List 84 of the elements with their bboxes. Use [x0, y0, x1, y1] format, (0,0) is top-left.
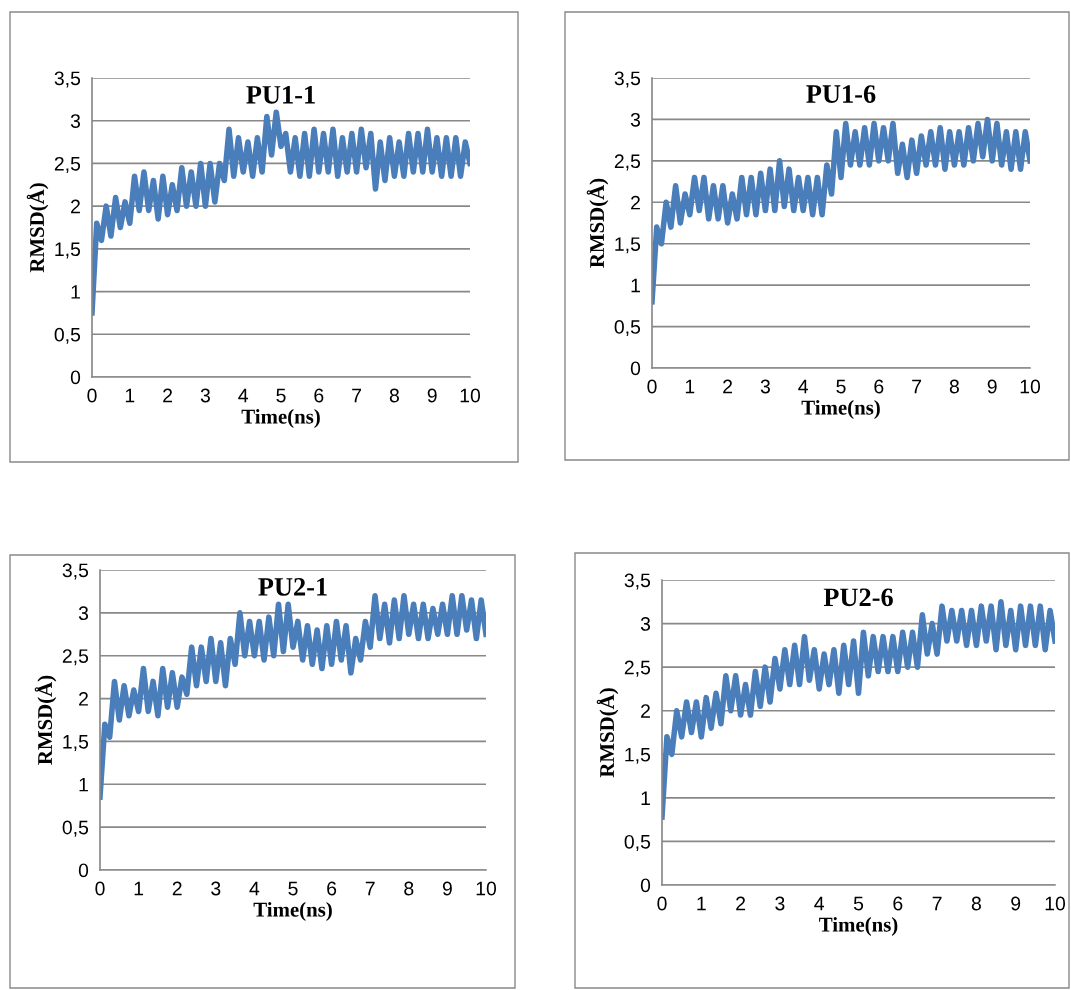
y-axis-title: RMSD(Å)	[26, 183, 49, 273]
y-tick-label: 1	[631, 278, 640, 293]
x-tick-label: 0	[657, 896, 667, 911]
x-tick-label: 6	[327, 881, 337, 896]
y-tick-label: 2	[79, 692, 88, 706]
chart-title: PU2-1	[258, 578, 327, 596]
x-tick-label: 9	[427, 388, 437, 403]
y-tick-label: 1	[71, 285, 80, 299]
x-tick-label: 7	[932, 896, 942, 911]
x-tick-label: 10	[476, 881, 497, 896]
x-tick-label: 7	[352, 388, 362, 403]
y-tick-label: 3	[78, 606, 89, 621]
y-tick-label: 3,5	[54, 71, 81, 88]
y-tick-label: 1	[79, 777, 88, 792]
x-tick-label: 2	[736, 896, 746, 911]
x-tick-label: 4	[238, 388, 249, 403]
x-tick-label: 1	[685, 379, 695, 394]
x-tick-label: 8	[404, 881, 414, 896]
x-tick-label: 4	[798, 379, 809, 394]
x-tick-label: 5	[276, 388, 286, 403]
x-tick-label: 3	[760, 379, 770, 394]
x-tick-label: 9	[442, 881, 452, 896]
x-tick-label: 5	[288, 881, 298, 896]
y-tick-label: 2	[641, 704, 650, 718]
y-tick-label: 0	[78, 863, 89, 878]
y-axis-title: RMSD(Å)	[34, 675, 57, 765]
x-axis-title: Time(ns)	[253, 902, 332, 921]
x-tick-label: 4	[814, 896, 825, 911]
y-tick-label: 2,5	[62, 649, 89, 666]
y-tick-label: 3	[630, 112, 641, 127]
y-tick-label: 1,5	[625, 747, 651, 764]
y-tick-label: 0,5	[614, 320, 641, 337]
x-tick-label: 5	[853, 896, 864, 911]
x-tick-label: 8	[971, 896, 981, 911]
x-tick-label: 8	[949, 379, 959, 394]
y-tick-label: 0,5	[62, 820, 89, 837]
x-axis-title: Time(ns)	[819, 917, 898, 936]
x-tick-label: 1	[697, 896, 706, 911]
y-tick-label: 2	[631, 195, 640, 210]
chart-title: PU2-6	[823, 588, 893, 607]
y-tick-label: 3	[70, 114, 81, 128]
x-tick-label: 6	[893, 896, 903, 911]
x-tick-label: 8	[389, 388, 399, 403]
y-tick-label: 2,5	[54, 156, 81, 173]
x-tick-label: 6	[314, 388, 324, 403]
y-tick-label: 2,5	[614, 154, 641, 171]
y-tick-label: 2	[71, 199, 80, 214]
x-tick-label: 9	[1011, 896, 1021, 911]
y-tick-label: 1,5	[615, 237, 641, 254]
chart-title: PU1-6	[806, 85, 876, 103]
x-tick-label: 0	[95, 881, 105, 896]
y-tick-label: 2,5	[624, 660, 651, 677]
x-tick-label: 3	[775, 896, 785, 911]
x-tick-label: 1	[125, 388, 135, 403]
x-tick-label: 2	[172, 881, 182, 896]
y-axis-title: RMSD(Å)	[586, 178, 609, 268]
y-tick-label: 0,5	[54, 327, 81, 344]
chart-title: PU1-1	[246, 85, 315, 104]
x-tick-label: 3	[200, 388, 210, 403]
x-tick-label: 10	[460, 388, 481, 403]
x-tick-label: 7	[365, 881, 375, 896]
y-tick-label: 0,5	[624, 834, 651, 851]
x-tick-label: 4	[249, 881, 260, 896]
x-tick-label: 2	[163, 388, 173, 403]
x-tick-label: 3	[211, 881, 221, 896]
x-tick-label: 9	[987, 379, 997, 394]
y-tick-label: 1	[641, 791, 650, 805]
y-tick-label: 3	[640, 617, 651, 631]
x-tick-label: 5	[836, 379, 846, 394]
x-tick-label: 10	[1045, 896, 1066, 911]
x-tick-label: 1	[134, 881, 144, 896]
y-tick-label: 3,5	[624, 573, 651, 590]
y-tick-label: 1,5	[55, 242, 81, 259]
y-tick-label: 1,5	[63, 735, 89, 751]
y-tick-label: 3,5	[62, 563, 89, 580]
x-tick-label: 10	[1020, 379, 1041, 394]
y-axis-title: RMSD(Å)	[596, 688, 619, 778]
x-axis-title: Time(ns)	[801, 400, 880, 419]
x-axis-title: Time(ns)	[241, 409, 320, 428]
x-tick-label: 6	[874, 379, 884, 394]
y-tick-label: 3,5	[614, 71, 641, 88]
y-tick-label: 0	[630, 361, 641, 376]
x-tick-label: 7	[912, 379, 922, 394]
x-tick-label: 2	[723, 379, 733, 394]
